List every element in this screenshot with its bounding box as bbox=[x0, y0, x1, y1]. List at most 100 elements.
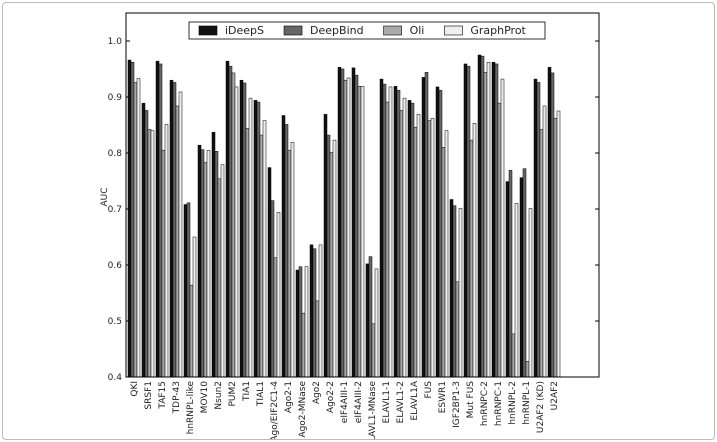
bar bbox=[312, 248, 317, 378]
bar bbox=[340, 68, 345, 378]
legend-label: DeepBind bbox=[310, 24, 364, 37]
bar bbox=[318, 244, 323, 378]
bar bbox=[144, 110, 149, 378]
bar bbox=[192, 236, 197, 378]
bar bbox=[301, 312, 306, 378]
x-tick-label: TIAL1 bbox=[256, 381, 266, 407]
y-axis-label: AUC bbox=[100, 187, 110, 206]
legend-label: Oli bbox=[410, 24, 425, 37]
x-tick-label: ESWR1 bbox=[438, 381, 448, 413]
bar bbox=[136, 78, 141, 378]
bar bbox=[379, 78, 384, 378]
bar bbox=[480, 55, 485, 378]
x-tick-label: ELAVL1A bbox=[410, 380, 420, 420]
bar bbox=[522, 168, 527, 378]
bar bbox=[455, 281, 460, 378]
bar bbox=[290, 142, 295, 378]
legend-label: iDeepS bbox=[225, 24, 264, 37]
bar bbox=[217, 178, 222, 378]
bar bbox=[539, 129, 544, 378]
bar bbox=[256, 101, 261, 378]
legend-swatch bbox=[444, 25, 463, 36]
x-tick-label: TIA1 bbox=[242, 381, 252, 402]
bar bbox=[141, 102, 146, 378]
y-tick-label: 0.4 bbox=[108, 373, 123, 383]
bar bbox=[444, 130, 449, 378]
bar bbox=[393, 86, 398, 378]
y-tick-label: 0.6 bbox=[108, 261, 123, 271]
bar bbox=[472, 123, 477, 378]
bar bbox=[354, 74, 359, 378]
bar bbox=[147, 129, 152, 378]
bar bbox=[458, 208, 463, 378]
bar bbox=[150, 130, 155, 378]
bar bbox=[270, 200, 275, 378]
bar bbox=[127, 59, 132, 378]
x-tick-label: hnRNPC-2 bbox=[480, 381, 490, 426]
bar bbox=[466, 65, 471, 378]
bar bbox=[514, 203, 519, 378]
bar bbox=[298, 266, 303, 378]
x-tick-label: Ago2 bbox=[312, 381, 322, 404]
x-tick-label: U2AF2 bbox=[550, 381, 560, 410]
bar bbox=[206, 149, 211, 378]
y-tick-label: 0.5 bbox=[108, 317, 122, 327]
bar bbox=[449, 199, 454, 378]
bar bbox=[533, 78, 538, 378]
bar bbox=[542, 105, 547, 378]
bar bbox=[396, 90, 401, 378]
bar bbox=[374, 268, 379, 378]
bar bbox=[399, 110, 404, 378]
chart: AUC 0.4 0.5 0.6 0.7 0.8 0.9 1.0 QKI SRSF1 TAF15 TD… bbox=[100, 12, 600, 439]
bar bbox=[200, 149, 205, 378]
bar bbox=[220, 164, 225, 378]
bar bbox=[410, 102, 415, 378]
bar bbox=[234, 86, 239, 378]
x-tick-label: PUM2 bbox=[228, 381, 238, 407]
bar bbox=[242, 82, 247, 378]
bar bbox=[435, 86, 440, 378]
bar bbox=[197, 144, 202, 378]
bar bbox=[155, 60, 160, 378]
bar bbox=[245, 128, 250, 378]
bar bbox=[267, 167, 272, 378]
bar bbox=[416, 114, 421, 378]
bar bbox=[421, 77, 426, 378]
bar bbox=[248, 97, 253, 378]
bar bbox=[441, 147, 446, 378]
bar bbox=[161, 149, 166, 378]
bar bbox=[351, 67, 356, 378]
bar bbox=[259, 134, 264, 378]
x-tick-label: Ago/EIF2C1-4 bbox=[270, 381, 280, 439]
x-tick-label: eIF4AIII-1 bbox=[340, 381, 350, 423]
bar bbox=[452, 205, 457, 378]
bar bbox=[214, 151, 219, 378]
bar bbox=[385, 101, 390, 378]
x-tick-label: ELAVL1-1 bbox=[382, 381, 392, 423]
legend-swatch bbox=[198, 25, 218, 36]
bar bbox=[130, 62, 135, 378]
bar bbox=[178, 91, 183, 378]
x-tick-label: FUS bbox=[424, 381, 434, 399]
bar bbox=[172, 82, 177, 378]
bar bbox=[309, 244, 314, 378]
bar bbox=[430, 118, 435, 378]
bar bbox=[158, 63, 163, 378]
x-tick-label: hnRNPL-like bbox=[186, 381, 196, 435]
bar bbox=[203, 162, 208, 378]
x-tick-label: Nsun2 bbox=[214, 381, 224, 410]
bar bbox=[494, 63, 499, 378]
bar bbox=[477, 54, 482, 378]
legend-label: GraphProt bbox=[470, 24, 526, 37]
x-tick-label: TAF15 bbox=[158, 381, 168, 410]
x-tick-label: Ago2-MNase bbox=[298, 381, 308, 438]
x-tick-label: IGF2BP1-3 bbox=[452, 381, 462, 428]
x-tick-label: SRSF1 bbox=[144, 381, 154, 410]
bar bbox=[133, 82, 138, 378]
bar bbox=[382, 83, 387, 378]
bar bbox=[519, 177, 524, 378]
bar bbox=[329, 152, 334, 378]
x-tick-label: U2AF2 (KD) bbox=[536, 381, 546, 433]
bar bbox=[371, 323, 376, 378]
